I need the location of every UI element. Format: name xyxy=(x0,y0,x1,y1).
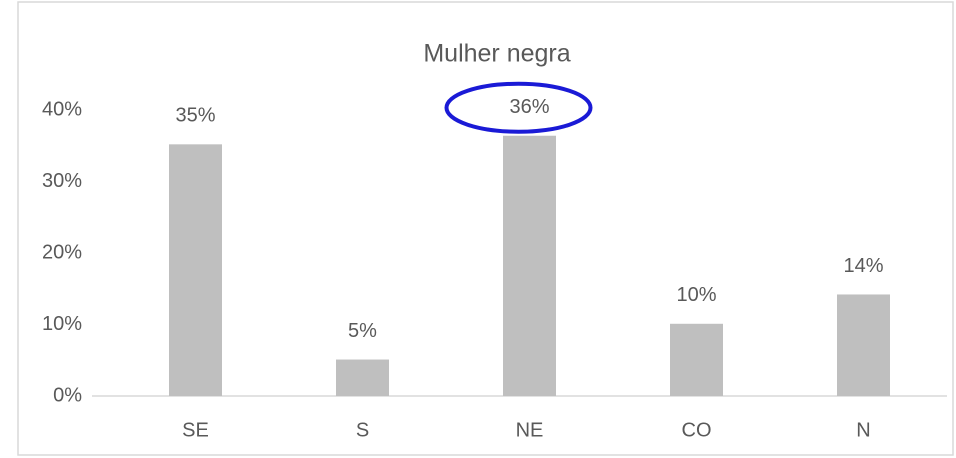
bar xyxy=(169,144,222,396)
y-tick-label: 30% xyxy=(42,170,82,192)
chart-title: Mulher negra xyxy=(423,40,570,68)
data-label: 14% xyxy=(843,255,883,277)
y-tick-label: 10% xyxy=(42,313,82,335)
bar xyxy=(837,294,890,396)
data-label: 36% xyxy=(509,96,549,118)
y-tick-label: 20% xyxy=(42,241,82,263)
data-label: 10% xyxy=(676,284,716,306)
bar xyxy=(670,323,723,396)
x-tick-label: SE xyxy=(182,419,209,441)
data-label: 5% xyxy=(348,320,377,342)
chart-frame xyxy=(17,1,954,456)
bar xyxy=(336,359,389,396)
y-tick-label: 0% xyxy=(53,384,82,406)
bar xyxy=(503,135,556,397)
x-tick-label: CO xyxy=(682,419,712,441)
highlight-circle xyxy=(444,81,593,134)
x-tick-label: S xyxy=(356,419,369,441)
x-tick-label: N xyxy=(856,419,870,441)
data-label: 35% xyxy=(175,105,215,127)
y-tick-label: 40% xyxy=(42,98,82,120)
x-tick-label: NE xyxy=(516,419,544,441)
